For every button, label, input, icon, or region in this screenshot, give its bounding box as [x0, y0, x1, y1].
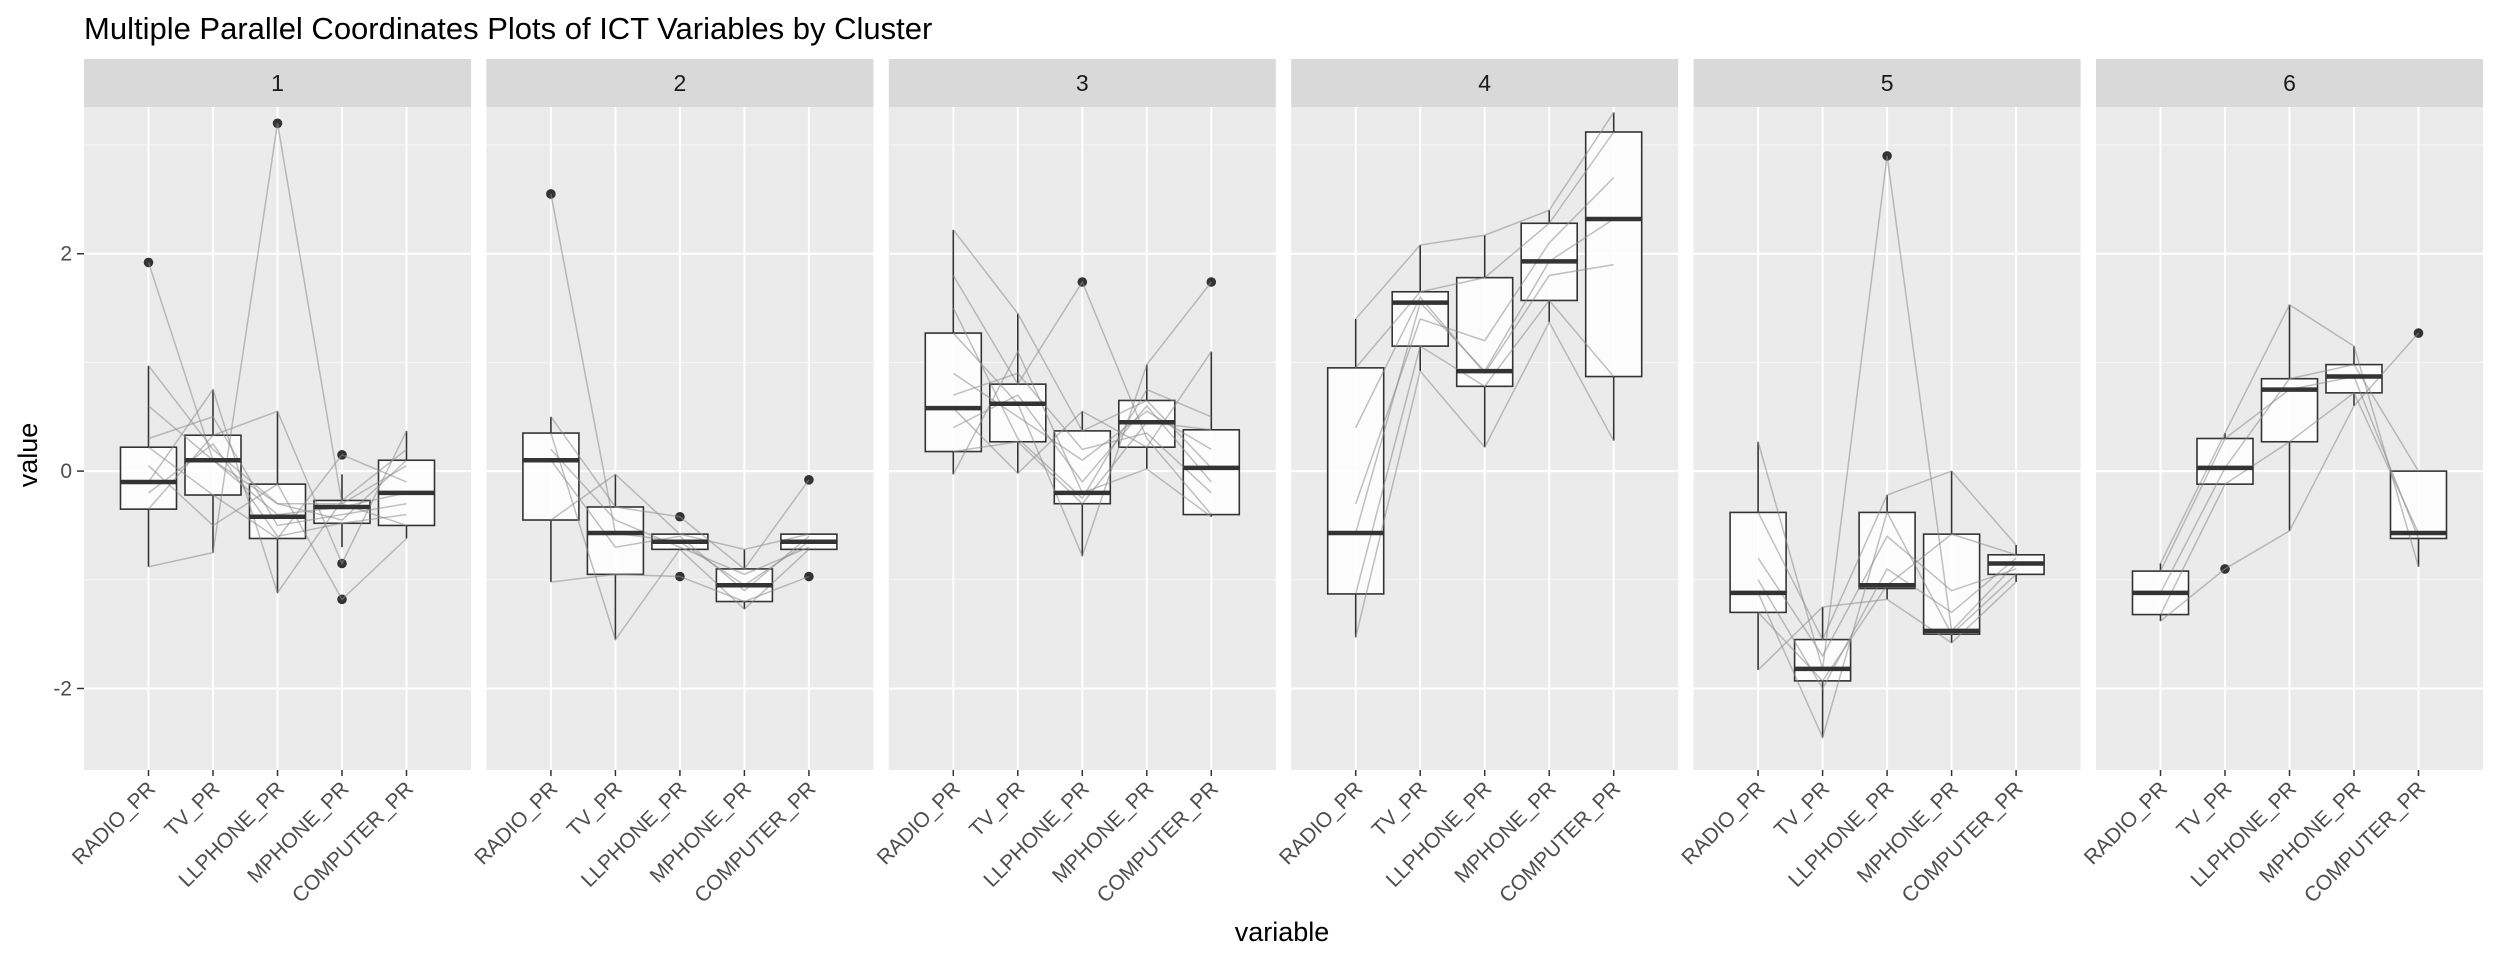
- parallel-line: [1354, 320, 1615, 638]
- parallel-line: [147, 465, 408, 601]
- x-tick-label: COMPUTER_PR: [690, 777, 820, 907]
- panel-strip: [84, 59, 471, 107]
- parallel-line: [550, 416, 810, 571]
- box-body: [924, 332, 983, 453]
- x-tick-label: RADIO_PR: [1677, 777, 1769, 869]
- y-axis-label: value: [13, 423, 43, 488]
- x-tick-label: RADIO_PR: [2080, 777, 2172, 869]
- panel-strip-label: 2: [674, 70, 687, 96]
- y-tick-label: 0: [60, 460, 72, 483]
- parallel-line: [1757, 510, 2017, 740]
- x-axis-label: variable: [1235, 917, 1330, 947]
- parallel-line: [1757, 470, 2017, 642]
- x-tick-label: COMPUTER_PR: [1093, 777, 1223, 907]
- panel-strip-label: 5: [1881, 70, 1894, 96]
- parallel-line: [2160, 332, 2420, 622]
- parallel-line: [952, 275, 1212, 516]
- parallel-line: [550, 448, 810, 576]
- x-tick-label: TV_PR: [1368, 777, 1432, 841]
- chart-title: Multiple Parallel Coordinates Plots of I…: [84, 11, 932, 46]
- panel-strip: [486, 59, 874, 107]
- panel-strip-label: 4: [1478, 70, 1491, 96]
- parallel-line: [1354, 299, 1615, 595]
- x-tick-label: RADIO_PR: [68, 777, 160, 869]
- panel-strip-label: 1: [271, 70, 284, 96]
- parallel-line: [550, 432, 810, 642]
- panel-strip: [1291, 59, 1679, 107]
- parallel-line: [550, 473, 810, 551]
- parallel-line: [953, 372, 1212, 494]
- box-body: [1729, 511, 1787, 614]
- parallel-line: [2159, 303, 2420, 567]
- parallel-line: [1757, 535, 2017, 658]
- parallel-line: [1757, 155, 2017, 670]
- x-tick-label: COMPUTER_PR: [1898, 777, 2028, 907]
- parallel-line: [148, 415, 407, 527]
- y-tick-label: 2: [60, 243, 72, 266]
- panel-strip: [1693, 59, 2081, 107]
- parallel-line: [1757, 557, 2017, 691]
- x-tick-label: TV_PR: [563, 777, 627, 841]
- parallel-line: [2159, 363, 2420, 594]
- box-body: [1326, 367, 1385, 595]
- x-tick-label: TV_PR: [965, 777, 1029, 841]
- parallel-line: [952, 351, 1212, 475]
- box-RADIO_PR: [1729, 441, 1787, 671]
- y-axis: -2 0 2: [53, 243, 84, 700]
- x-tick-label: RADIO_PR: [470, 777, 562, 869]
- parallel-line: [1354, 177, 1615, 504]
- parallel-line: [1757, 581, 2017, 671]
- x-tick-label: COMPUTER_PR: [288, 777, 418, 907]
- panel-strip-label: 3: [1076, 70, 1089, 96]
- x-tick-label: TV_PR: [1770, 777, 1834, 841]
- parallel-line: [1355, 131, 1615, 369]
- panel-strip: [888, 59, 1276, 107]
- box-COMPUTER_PR: [1584, 112, 1643, 441]
- parallel-line: [550, 573, 810, 603]
- box-TV_PR: [586, 474, 645, 640]
- parallel-line: [148, 405, 407, 505]
- box-body: [2389, 470, 2448, 540]
- panel-strip: [2096, 59, 2483, 107]
- x-tick-label: TV_PR: [160, 777, 224, 841]
- box-body: [586, 506, 645, 576]
- parallel-line: [1355, 112, 1615, 320]
- parallel-line: [550, 459, 810, 592]
- parallel-line: [952, 307, 1212, 500]
- x-tick-label: RADIO_PR: [1275, 777, 1367, 869]
- y-tick-label: -2: [53, 677, 72, 700]
- panel-strip-label: 6: [2283, 70, 2296, 96]
- box-body: [1584, 131, 1643, 378]
- parallel-line: [2159, 391, 2420, 615]
- parallel-line: [148, 446, 407, 540]
- x-tick-label: RADIO_PR: [873, 777, 965, 869]
- parallel-line: [147, 387, 407, 595]
- x-tick-label: COMPUTER_PR: [2300, 777, 2430, 907]
- x-tick-label: TV_PR: [2172, 777, 2236, 841]
- x-tick-label: COMPUTER_PR: [1495, 777, 1625, 907]
